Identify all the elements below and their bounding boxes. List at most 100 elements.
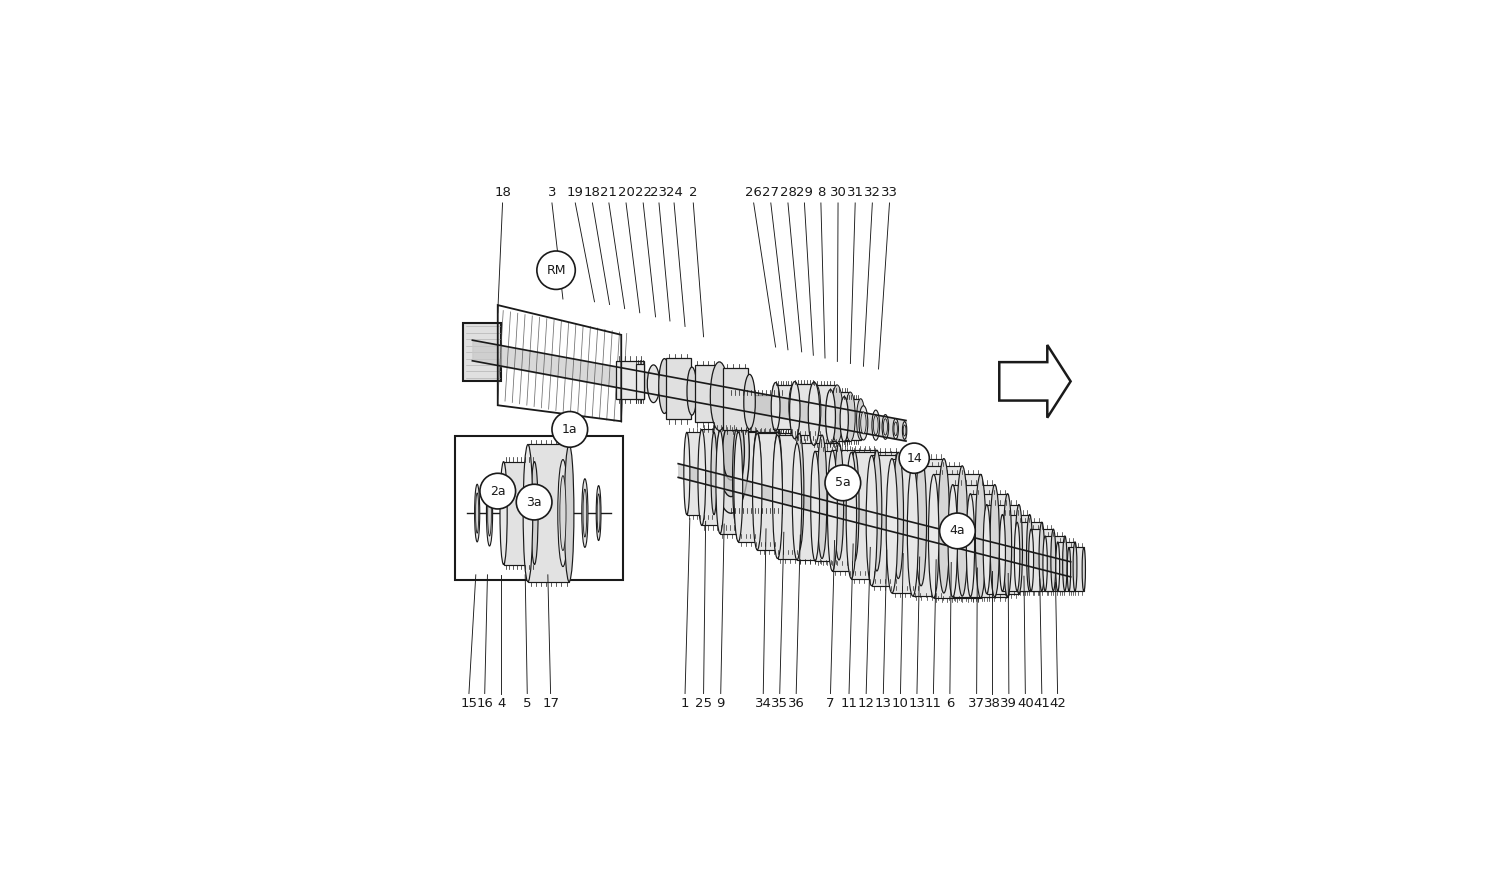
Ellipse shape [982, 504, 990, 593]
Ellipse shape [772, 435, 783, 559]
Ellipse shape [531, 462, 538, 565]
Text: 36: 36 [788, 698, 804, 710]
Ellipse shape [716, 430, 724, 534]
Ellipse shape [886, 459, 897, 593]
Bar [792, 384, 816, 437]
Bar [892, 459, 944, 593]
Text: 3: 3 [548, 186, 556, 200]
Bar [970, 494, 1008, 597]
Ellipse shape [723, 422, 740, 480]
Ellipse shape [774, 432, 782, 542]
Bar [687, 432, 714, 515]
Ellipse shape [1016, 504, 1023, 593]
Ellipse shape [894, 422, 897, 436]
Bar [812, 385, 837, 443]
Text: 35: 35 [771, 698, 788, 710]
Ellipse shape [500, 462, 507, 565]
Text: 25: 25 [694, 698, 712, 710]
Ellipse shape [476, 493, 478, 533]
Ellipse shape [789, 385, 798, 429]
Ellipse shape [915, 455, 927, 585]
Ellipse shape [846, 392, 855, 441]
Ellipse shape [892, 453, 903, 578]
Ellipse shape [825, 389, 836, 444]
Text: 33: 33 [880, 186, 898, 200]
Ellipse shape [488, 490, 492, 536]
Bar [1070, 547, 1084, 592]
Ellipse shape [818, 435, 827, 559]
Ellipse shape [1004, 494, 1011, 597]
Text: 20: 20 [618, 186, 634, 200]
Bar [774, 385, 794, 429]
Ellipse shape [1052, 529, 1056, 591]
Bar [833, 450, 878, 571]
Bar [528, 445, 568, 582]
Ellipse shape [828, 450, 837, 571]
Ellipse shape [564, 445, 574, 582]
Ellipse shape [795, 433, 804, 550]
Bar [1030, 529, 1053, 591]
Ellipse shape [908, 466, 918, 596]
Ellipse shape [808, 382, 820, 446]
Bar [694, 364, 717, 422]
Text: 6: 6 [945, 698, 954, 710]
Ellipse shape [734, 432, 742, 542]
Text: 9: 9 [717, 698, 724, 710]
Ellipse shape [1040, 522, 1044, 591]
Text: 32: 32 [864, 186, 880, 200]
Ellipse shape [861, 412, 865, 434]
Ellipse shape [558, 460, 568, 567]
Ellipse shape [1029, 529, 1033, 591]
Text: 12: 12 [858, 698, 874, 710]
Ellipse shape [938, 459, 950, 593]
Circle shape [552, 412, 588, 447]
Circle shape [939, 513, 975, 549]
Ellipse shape [584, 489, 586, 537]
Bar [702, 429, 736, 526]
Text: 16: 16 [477, 698, 494, 710]
Ellipse shape [871, 450, 882, 571]
Bar [796, 444, 838, 560]
Ellipse shape [1082, 547, 1086, 592]
Bar [723, 368, 748, 430]
Ellipse shape [732, 429, 740, 526]
Ellipse shape [856, 399, 865, 440]
Ellipse shape [753, 430, 760, 534]
Ellipse shape [648, 365, 660, 403]
Circle shape [480, 473, 516, 509]
Bar [828, 392, 850, 441]
Bar [952, 485, 994, 597]
Bar [738, 432, 778, 542]
Ellipse shape [717, 406, 744, 496]
Ellipse shape [744, 374, 756, 429]
Text: 11: 11 [926, 698, 942, 710]
Ellipse shape [810, 451, 819, 561]
Ellipse shape [771, 382, 780, 430]
Ellipse shape [882, 414, 888, 439]
Ellipse shape [792, 444, 801, 560]
Ellipse shape [903, 425, 906, 436]
Ellipse shape [957, 466, 968, 596]
Bar [1046, 536, 1065, 591]
Bar [842, 399, 861, 440]
Ellipse shape [871, 410, 879, 440]
Ellipse shape [850, 451, 859, 561]
Bar [666, 357, 690, 420]
Ellipse shape [884, 419, 888, 435]
Ellipse shape [524, 445, 532, 582]
Circle shape [516, 484, 552, 520]
Bar [1002, 514, 1029, 592]
Polygon shape [464, 323, 501, 381]
Text: 38: 38 [984, 698, 1000, 710]
Text: 26: 26 [746, 186, 762, 200]
Ellipse shape [596, 486, 602, 541]
Text: 22: 22 [634, 186, 651, 200]
Bar [914, 466, 962, 596]
Ellipse shape [486, 480, 492, 546]
Text: 11: 11 [840, 698, 858, 710]
Text: 8: 8 [816, 186, 825, 200]
Circle shape [537, 251, 576, 290]
Ellipse shape [687, 367, 698, 415]
Text: 14: 14 [906, 452, 922, 465]
Ellipse shape [684, 432, 690, 515]
